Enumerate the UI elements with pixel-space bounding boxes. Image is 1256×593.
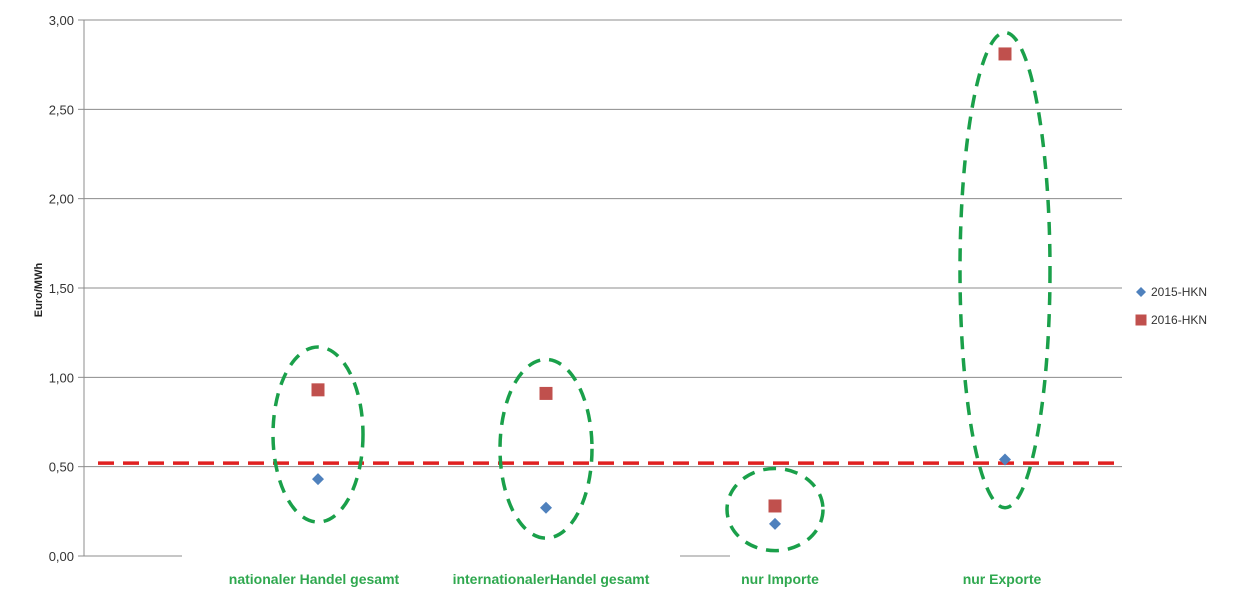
category-label: nationaler Handel gesamt <box>229 571 400 587</box>
point-2015-hkn <box>312 473 324 486</box>
legend: 2015-HKN 2016-HKN <box>1135 285 1207 327</box>
y-tick-label: 2,50 <box>49 102 74 117</box>
legend-marker-2015-hkn <box>1136 287 1146 297</box>
highlight-ellipse <box>498 357 594 540</box>
y-tick-label: 0,50 <box>49 460 74 475</box>
data-points <box>311 47 1012 530</box>
legend-label: 2016-HKN <box>1151 313 1207 327</box>
point-2016-hkn <box>539 386 553 400</box>
gridlines <box>84 19 1122 468</box>
point-2016-hkn <box>998 47 1012 61</box>
category-label: internationalerHandel gesamt <box>453 571 650 587</box>
y-tick-label: 2,00 <box>49 192 74 207</box>
y-axis: 0,00 0,50 1,00 1,50 2,00 2,50 3,00 <box>49 13 730 564</box>
highlight-ellipse <box>725 466 825 553</box>
legend-marker-2016-hkn <box>1135 314 1147 326</box>
point-2015-hkn <box>769 517 781 530</box>
point-2015-hkn <box>540 501 552 514</box>
point-2016-hkn <box>311 383 325 397</box>
highlight-ellipse <box>271 345 365 524</box>
y-tick-label: 0,00 <box>49 549 74 564</box>
y-axis-label: Euro/MWh <box>33 263 45 318</box>
highlight-ellipse <box>958 30 1052 510</box>
y-tick-label: 3,00 <box>49 13 74 28</box>
point-2016-hkn <box>768 499 782 513</box>
category-label: nur Exporte <box>963 571 1042 587</box>
highlight-ellipses <box>271 30 1052 553</box>
y-tick-label: 1,50 <box>49 281 74 296</box>
category-label: nur Importe <box>741 571 819 587</box>
point-2015-hkn <box>999 453 1011 466</box>
legend-label: 2015-HKN <box>1151 285 1207 299</box>
category-labels: nationaler Handel gesamt internationalerH… <box>229 571 1042 587</box>
y-tick-label: 1,00 <box>49 370 74 385</box>
